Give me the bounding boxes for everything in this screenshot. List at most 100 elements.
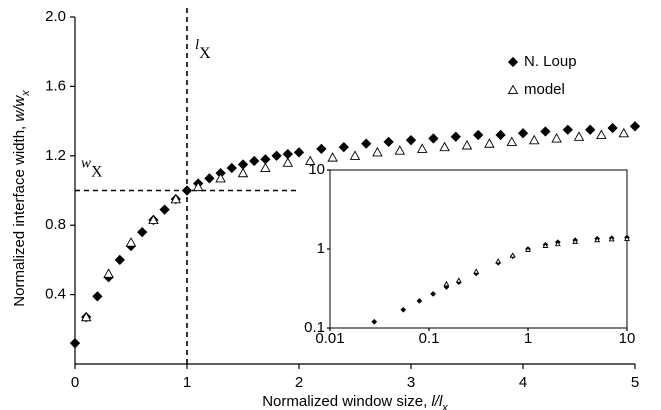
diamond-point <box>271 150 282 161</box>
y-tick-label: 10 <box>308 161 325 178</box>
diamond-point <box>316 143 327 154</box>
triangle-point <box>608 236 615 242</box>
label-part: X <box>199 45 211 62</box>
triangle-point <box>439 141 450 152</box>
diamond-point <box>371 318 378 325</box>
y-tick-label: 1.2 <box>45 147 66 164</box>
diamond-point <box>629 121 641 132</box>
triangle-point <box>304 155 316 166</box>
triangle-point <box>349 150 361 160</box>
legend-label: model <box>524 81 565 98</box>
diamond-point <box>181 185 193 196</box>
triangle-point <box>473 268 480 274</box>
x-tick-label: 10 <box>619 330 636 347</box>
triangle-point <box>372 146 383 157</box>
diamond-point <box>204 173 215 184</box>
diamond-point <box>400 306 407 313</box>
diamond-point <box>517 128 529 139</box>
diamond-point <box>69 338 81 349</box>
inset-frame <box>329 169 628 329</box>
triangle-point <box>103 268 114 278</box>
label-part: l <box>195 37 199 53</box>
x-tick-label: 3 <box>407 374 415 391</box>
diamond-point <box>338 141 349 153</box>
x-tick-label: 5 <box>631 374 639 391</box>
triangle-point <box>528 134 540 145</box>
x-tick-label: 1 <box>183 374 191 391</box>
y-tick-label: 0.1 <box>304 319 325 336</box>
legend-label: N. Loup <box>524 53 577 70</box>
triangle-point <box>596 129 607 140</box>
triangle-point <box>443 280 450 287</box>
triangle-point <box>507 84 519 95</box>
x-tick-label: 0.1 <box>419 330 440 347</box>
x-tick-label: 2 <box>295 374 303 391</box>
triangle-point <box>237 167 249 178</box>
triangle-point <box>148 214 159 225</box>
diamond-point <box>416 298 423 304</box>
label-part: Normalized interface width, <box>11 122 28 307</box>
diamond-point <box>226 162 237 174</box>
triangle-point <box>572 238 579 244</box>
triangle-point <box>260 162 271 172</box>
label-part: w <box>81 156 91 172</box>
triangle-point <box>394 145 406 155</box>
triangle-point <box>509 252 516 258</box>
label-part: x <box>441 402 448 410</box>
triangle-point <box>327 152 338 162</box>
diamond-point <box>562 124 573 135</box>
y-tick-label: 2.0 <box>45 8 66 25</box>
diamond-point <box>159 204 170 215</box>
diamond-point <box>495 129 506 141</box>
diamond-point <box>585 124 596 135</box>
diamond-point <box>282 148 293 160</box>
triangle-point <box>461 139 473 150</box>
triangle-point <box>484 138 495 148</box>
label-part: Normalized window size, <box>262 393 431 410</box>
diamond-point <box>428 133 439 144</box>
reference-label: wX <box>81 156 103 181</box>
diamond-point <box>293 147 305 158</box>
triangle-point <box>416 143 428 153</box>
triangle-point <box>542 242 549 248</box>
x-tick-label: 4 <box>519 374 527 391</box>
y-tick-label: 0.4 <box>45 286 66 303</box>
diamond-point <box>249 155 260 167</box>
diamond-point <box>430 291 436 297</box>
axis-label: Normalized interface width, w/wx <box>11 90 32 307</box>
diamond-point <box>607 122 618 134</box>
triangle-point <box>215 172 226 183</box>
label-part: w/w <box>11 95 28 122</box>
diamond-point <box>507 56 519 68</box>
label-part: x <box>20 90 32 97</box>
y-tick-label: 1.6 <box>45 77 66 94</box>
diamond-point <box>473 129 484 141</box>
triangle-point <box>170 193 182 204</box>
label-part: l/l <box>431 393 443 410</box>
diamond-point <box>92 291 103 302</box>
diamond-point <box>137 227 148 238</box>
diamond-point <box>405 135 417 146</box>
y-tick-label: 0.8 <box>45 216 66 233</box>
triangle-point <box>554 240 561 247</box>
diamond-point <box>450 131 461 142</box>
triangle-point <box>282 157 294 167</box>
diamond-point <box>260 154 271 165</box>
triangle-point <box>594 236 601 243</box>
diamond-point <box>383 136 394 148</box>
triangle-point <box>624 235 630 241</box>
diamond-point <box>361 138 372 149</box>
label-part: X <box>91 164 103 181</box>
x-tick-label: 0.01 <box>315 330 344 347</box>
triangle-point <box>573 131 585 141</box>
triangle-point <box>506 136 518 146</box>
axis-label: Normalized window size, l/lx <box>262 393 448 410</box>
triangle-point <box>495 258 502 264</box>
reference-label: lX <box>195 37 211 62</box>
triangle-point <box>525 246 531 252</box>
triangle-point <box>618 127 630 138</box>
x-tick-label: 0 <box>71 374 79 391</box>
triangle-point <box>192 181 204 192</box>
diamond-point <box>114 254 125 266</box>
